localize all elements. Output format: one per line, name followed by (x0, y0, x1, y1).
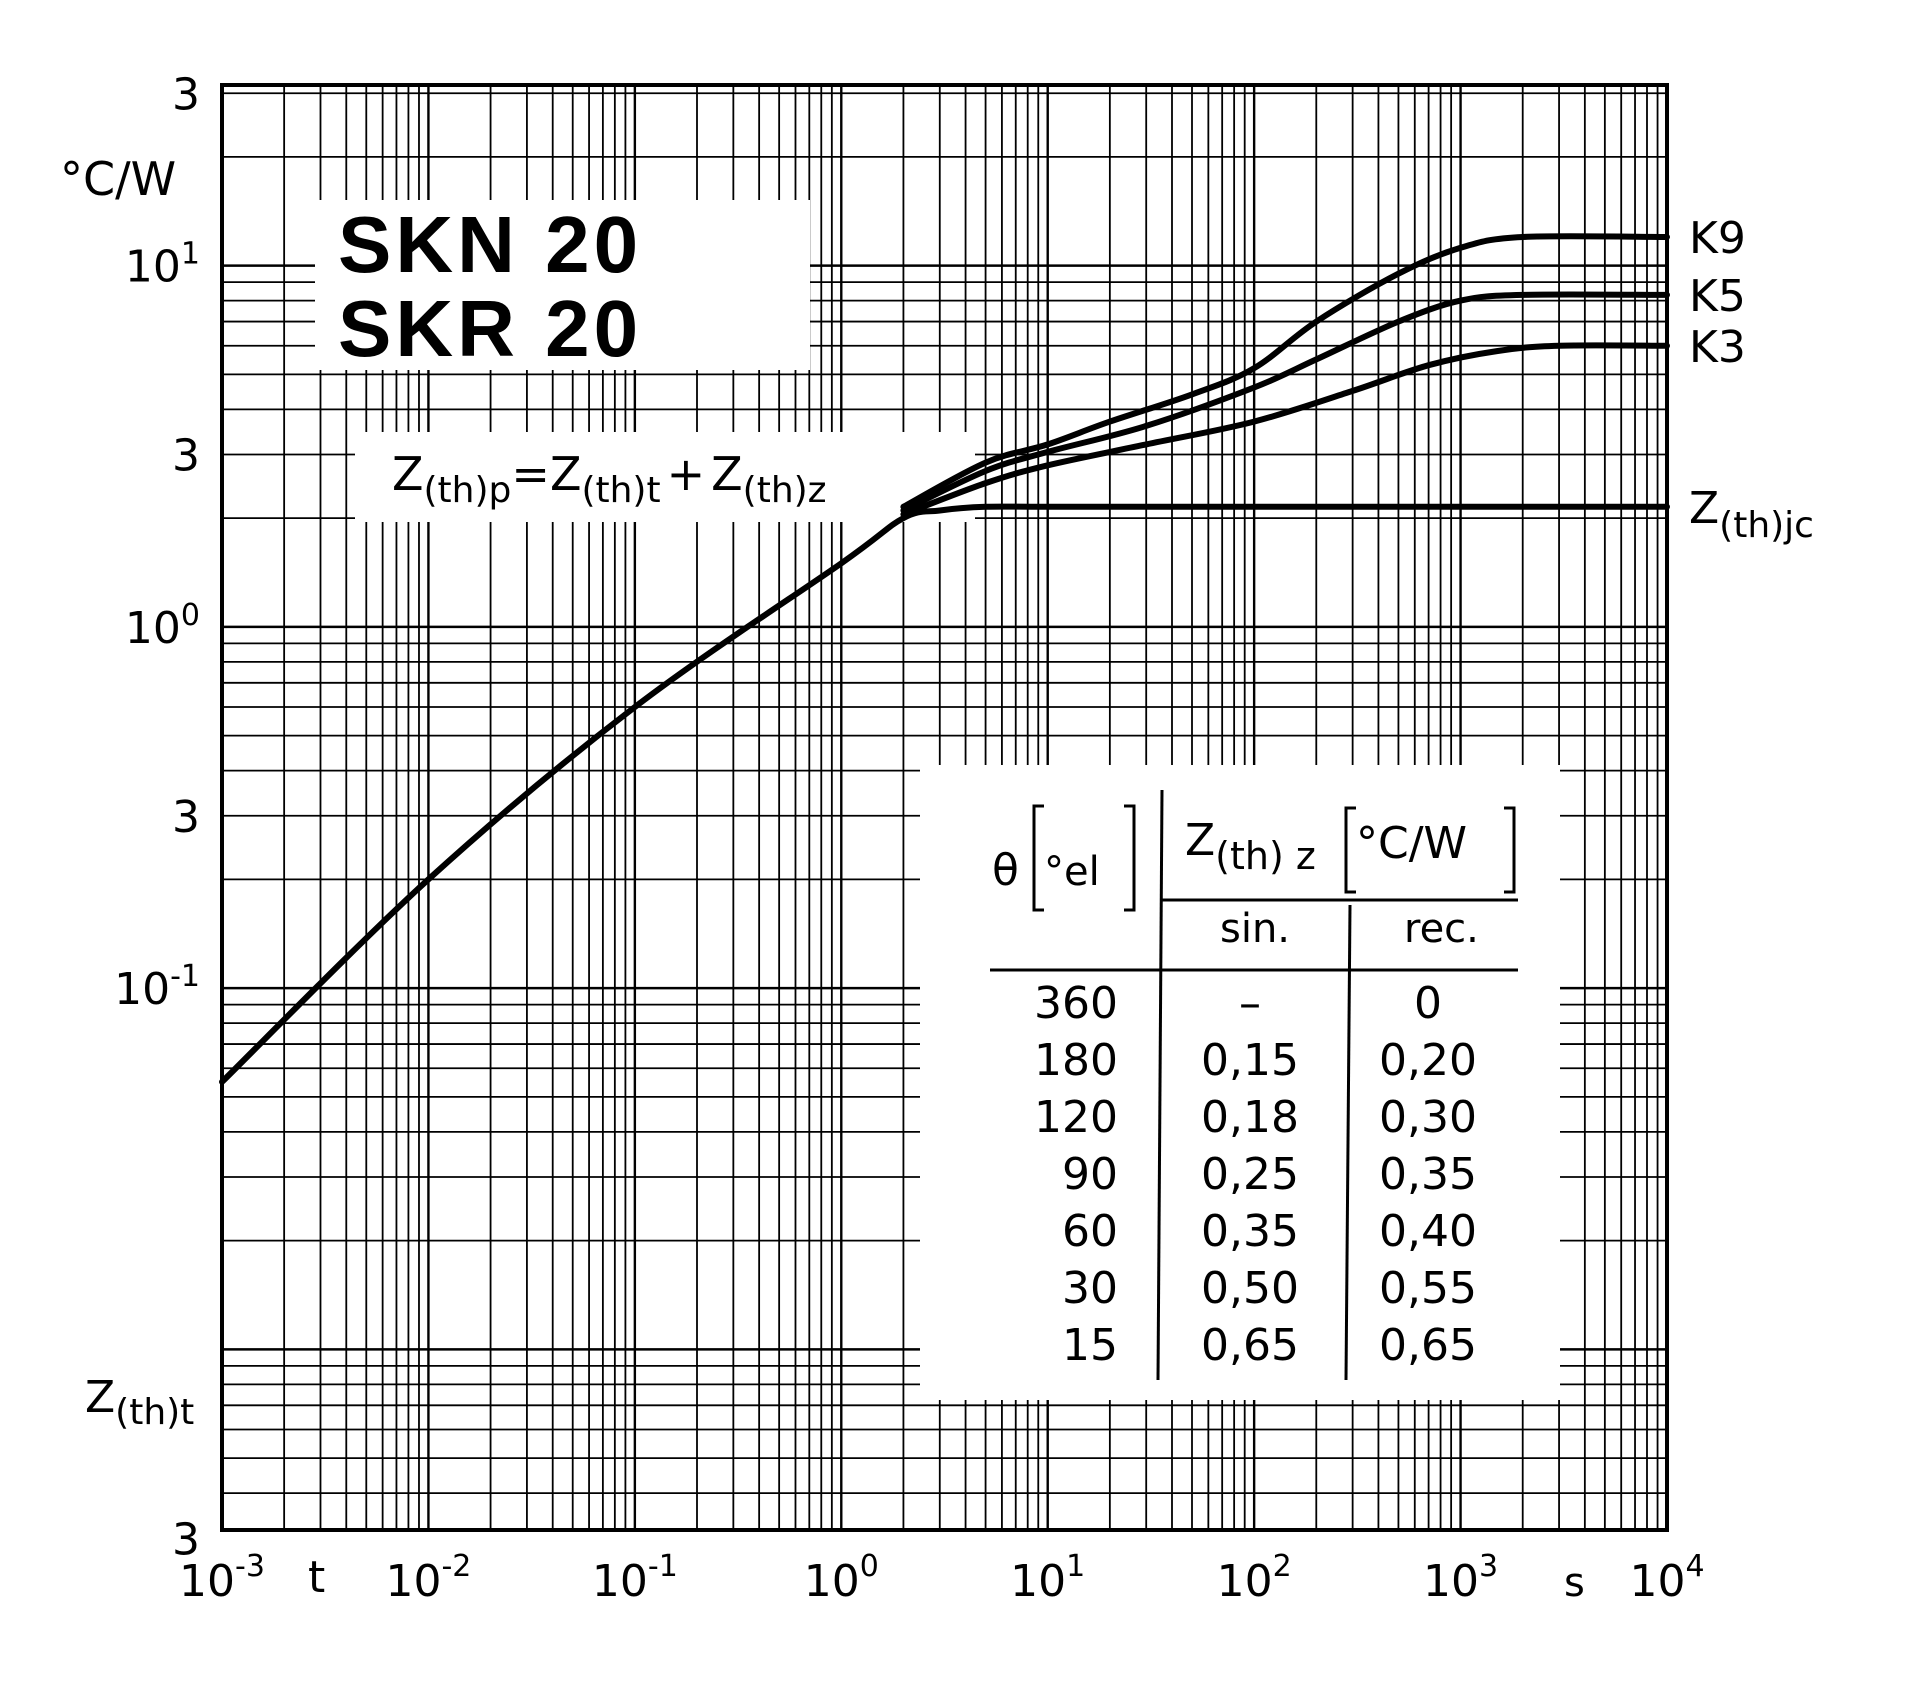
table-cell-rec: 0,35 (1379, 1149, 1477, 1200)
title-background (315, 200, 810, 370)
table-cell-rec: 0,55 (1379, 1263, 1477, 1314)
x-tick-label: 10-2 (385, 1549, 471, 1607)
table-cell-theta: 360 (1034, 978, 1118, 1029)
x-tick-label: 10-1 (592, 1549, 678, 1607)
table-cell-theta: 120 (1034, 1092, 1118, 1143)
x-tick-label: 101 (1010, 1549, 1085, 1607)
table-cell-sin: 0,18 (1201, 1092, 1299, 1143)
table-header-z: Z(th) z (1185, 815, 1316, 878)
x-axis-unit: s (1564, 1560, 1585, 1606)
table-cell-rec: 0 (1414, 978, 1442, 1029)
y-axis-unit: °C/W (60, 152, 176, 206)
table-background (920, 765, 1560, 1400)
theta-unit-bracket-left (1032, 804, 1044, 912)
x-tick-label: 103 (1423, 1549, 1498, 1607)
table-cell-rec: 0,40 (1379, 1206, 1477, 1257)
table-divider-vertical-2 (1344, 904, 1352, 1381)
y-tick-label: 10-1 (114, 959, 200, 1015)
zthz-table: θ °el Z(th) z °C/W sin. rec. 360 – 0 180 0,1… (990, 789, 1518, 1381)
y-tick-labels: 3 101 3 100 3 10-1 3 (114, 69, 200, 1565)
plot-frame (220, 83, 1669, 1532)
table-cell-theta: 15 (1062, 1320, 1118, 1371)
table-header-theta: θ (992, 845, 1019, 896)
label-backgrounds (315, 200, 1560, 1400)
table-cell-theta: 30 (1062, 1263, 1118, 1314)
z-unit-bracket-right (1504, 806, 1516, 894)
table-cell-theta: 90 (1062, 1149, 1118, 1200)
series-line-z-th-jc (219, 503, 1670, 1085)
series-label-k3: K3 (1689, 322, 1746, 373)
table-header-theta-unit: °el (1044, 849, 1100, 895)
theta-unit-bracket-right (1124, 804, 1136, 912)
series-line-k3 (900, 342, 1670, 518)
x-tick-label: 102 (1217, 1549, 1292, 1607)
formula-annotation: Z(th)p=Z(th)t + Z(th)z (392, 447, 827, 511)
plot-curves (219, 233, 1670, 1085)
y-tick-label: 3 (172, 792, 200, 843)
table-cell-sin: 0,25 (1201, 1149, 1299, 1200)
chart-title-line-1: SKN 20 (338, 200, 642, 289)
table-col-sin: sin. (1220, 906, 1290, 952)
table-col-rec: rec. (1404, 906, 1479, 952)
series-label-z: Z(th)jc (1689, 483, 1814, 546)
table-cell-sin: 0,65 (1201, 1320, 1299, 1371)
x-tick-label: 100 (804, 1549, 879, 1607)
table-cell-theta: 60 (1062, 1206, 1118, 1257)
table-cell-sin: 0,35 (1201, 1206, 1299, 1257)
table-header-z-unit: °C/W (1356, 818, 1467, 869)
y-axis-label: Z(th)t (85, 1372, 194, 1433)
series-line-k5 (900, 291, 1670, 514)
series-label-k5: K5 (1689, 271, 1746, 322)
table-cell-rec: 0,65 (1379, 1320, 1477, 1371)
table-cell-sin: – (1239, 978, 1261, 1029)
y-tick-label: 3 (172, 69, 200, 120)
z-unit-bracket-left (1344, 806, 1356, 894)
table-cell-sin: 0,15 (1201, 1035, 1299, 1086)
table-rows: 360 – 0 180 0,15 0,20 120 0,18 0,30 90 0,25 0,35 60 0… (1034, 978, 1477, 1371)
x-tick-label: 104 (1629, 1549, 1704, 1607)
y-tick-label: 100 (125, 598, 200, 654)
y-tick-label: 101 (125, 237, 200, 293)
y-tick-label: 3 (172, 431, 200, 482)
formula-background (355, 432, 975, 522)
table-cell-theta: 180 (1034, 1035, 1118, 1086)
chart-title-line-2: SKR 20 (338, 284, 642, 373)
table-divider-vertical-1 (1156, 789, 1164, 1381)
table-cell-sin: 0,50 (1201, 1263, 1299, 1314)
x-tick-label: 10-3 (179, 1549, 265, 1607)
y-tick-label: 3 (172, 1514, 200, 1565)
series-label-k9: K9 (1689, 213, 1746, 264)
table-cell-rec: 0,20 (1379, 1035, 1477, 1086)
x-axis-label: t (308, 1552, 325, 1603)
x-tick-labels: 10-3 10-2 10-1 100 101 102 103 104 (179, 1549, 1705, 1607)
series-line-k9 (900, 233, 1670, 510)
table-cell-rec: 0,30 (1379, 1092, 1477, 1143)
